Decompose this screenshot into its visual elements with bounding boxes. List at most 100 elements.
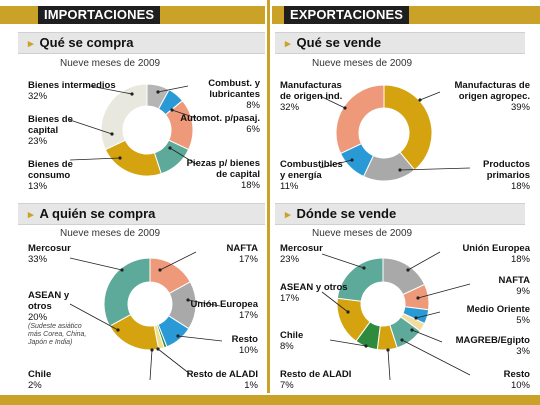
label-manufacturas-ind: Manufacturas de origen ind. 32%: [280, 80, 350, 113]
label-bienes-intermedios: Bienes intermedios 32%: [28, 80, 116, 102]
label-resto-exp-value: 10%: [510, 380, 530, 391]
label-productos-primarios-value: 18%: [510, 181, 530, 192]
label-union-europea-exp: Unión Europea 18%: [440, 243, 530, 265]
label-resto-aladi-exp: Resto de ALADI 7%: [280, 369, 351, 391]
leader-dot-2-1: [186, 298, 190, 302]
donde-se-vende-title-bar: Dónde se vende: [275, 203, 525, 225]
label-mercosur-imp-value: 33%: [28, 254, 48, 265]
label-manufacturas-ind-name: Manufacturas de origen ind.: [280, 80, 343, 102]
label-magreb-exp-value: 3%: [516, 346, 530, 357]
label-union-europea-imp: Unión Europea 17%: [180, 299, 258, 321]
pie-slice-2-6: [103, 257, 151, 327]
label-mercosur-exp-value: 23%: [280, 254, 300, 265]
leader-dot-1-1: [398, 168, 402, 172]
label-nafta-exp-name: NAFTA: [498, 275, 530, 286]
que-se-vende-period: Nueve meses de 2009: [312, 58, 413, 69]
label-bienes-intermedios-name: Bienes intermedios: [28, 80, 116, 91]
leader-line-0-5: [89, 85, 133, 95]
leader-dot-0-0: [156, 90, 160, 94]
label-manufacturas-agropec: Manufacturas de origen agropec. 39%: [438, 80, 531, 113]
leader-dot-0-1: [170, 108, 174, 112]
leader-dot-0-3: [118, 156, 122, 160]
leader-dot-3-7: [346, 310, 350, 314]
leader-line-3-3: [411, 329, 443, 343]
label-resto-aladi-imp-value: 1%: [244, 380, 258, 391]
exportaciones-header: EXPORTACIONES: [272, 6, 540, 24]
label-chile-exp-name: Chile: [280, 330, 304, 341]
label-piezas-bienes-capital: Piezas p/ bienes de capital 18%: [180, 158, 260, 191]
label-chile-imp: Chile 2%: [28, 369, 51, 391]
leader-line-1-3: [319, 95, 346, 109]
label-manufacturas-agropec-value: 39%: [510, 102, 530, 113]
label-medio-oriente-exp-name: Medio Oriente: [466, 304, 530, 315]
label-asean-imp: ASEAN y otros 20% (Sudeste asiático más …: [28, 290, 94, 347]
que-se-vende-title: Qué se vende: [285, 33, 382, 53]
leader-line-2-3: [157, 348, 191, 375]
leader-dot-3-6: [364, 344, 368, 348]
leader-line-3-7: [321, 291, 349, 313]
leader-line-0-1: [171, 109, 197, 119]
label-bienes-de-capital-name: Bienes de capital: [28, 114, 73, 136]
pie-slice-1-0: [383, 84, 433, 171]
label-automot-pasaj: Automot. p/pasaj. 6%: [170, 113, 260, 135]
leader-dot-2-5: [116, 328, 120, 332]
leader-dot-0-5: [130, 92, 134, 96]
leader-dot-1-2: [350, 158, 354, 162]
que-se-compra-title-bar: Qué se compra: [18, 32, 265, 54]
label-asean-imp-note: (Sudeste asiático más Corea, China, Japó…: [28, 323, 87, 346]
leader-dot-2-4: [150, 348, 154, 352]
label-bienes-de-consumo-name: Bienes de consumo: [28, 159, 73, 181]
label-resto-imp-value: 10%: [238, 345, 258, 356]
label-mercosur-exp: Mercosur 23%: [280, 243, 323, 265]
label-union-europea-exp-value: 18%: [510, 254, 530, 265]
leader-dot-3-0: [406, 268, 410, 272]
label-medio-oriente-exp: Medio Oriente 5%: [440, 304, 530, 326]
leader-dot-0-2: [168, 146, 172, 150]
label-bienes-de-consumo-value: 13%: [28, 181, 48, 192]
leader-dot-3-8: [362, 266, 366, 270]
label-asean-imp-name: ASEAN y otros: [28, 290, 70, 312]
label-nafta-imp-name: NAFTA: [226, 243, 258, 254]
leader-line-2-2: [177, 335, 223, 342]
donde-se-vende-title: Dónde se vende: [285, 204, 397, 224]
label-combustibles-energia: Combustibles y energía 11%: [280, 159, 350, 192]
label-magreb-exp-name: MAGREB/Egipto: [455, 335, 530, 346]
leader-line-2-1: [187, 299, 221, 307]
label-resto-exp: Resto 10%: [470, 369, 530, 391]
leader-line-3-5: [387, 349, 391, 381]
leader-dot-3-1: [416, 296, 420, 300]
label-resto-imp-name: Resto: [231, 334, 258, 345]
leader-dot-2-3: [156, 347, 160, 351]
label-resto-aladi-imp-name: Resto de ALADI: [186, 369, 258, 380]
exportaciones-title: EXPORTACIONES: [284, 6, 410, 24]
leader-dot-3-2: [414, 316, 418, 320]
label-union-europea-exp-name: Unión Europea: [462, 243, 530, 254]
leader-line-3-0: [407, 251, 441, 271]
leader-line-3-6: [329, 339, 367, 347]
label-bienes-de-capital: Bienes de capital 23%: [28, 114, 88, 147]
label-combustibles-energia-name: Combustibles y energía: [280, 159, 343, 181]
label-chile-exp: Chile 8%: [280, 330, 303, 352]
leader-line-1-2: [319, 159, 353, 169]
label-nafta-imp: NAFTA 17%: [200, 243, 258, 265]
label-chile-imp-name: Chile: [28, 369, 52, 380]
label-manufacturas-ind-value: 32%: [280, 102, 300, 113]
label-bienes-de-consumo: Bienes de consumo 13%: [28, 159, 88, 192]
que-se-vende-title-bar: Qué se vende: [275, 32, 525, 54]
label-resto-aladi-imp: Resto de ALADI 1%: [178, 369, 258, 391]
label-chile-exp-value: 8%: [280, 341, 294, 352]
label-productos-primarios: Productos primarios 18%: [458, 159, 530, 192]
label-manufacturas-agropec-name: Manufacturas de origen agropec.: [454, 80, 531, 102]
label-mercosur-imp-name: Mercosur: [28, 243, 71, 254]
leader-dot-2-0: [158, 268, 162, 272]
label-combust-lubricantes-name: Combust. y lubricantes: [208, 78, 260, 100]
importaciones-header: IMPORTACIONES: [0, 6, 265, 24]
leader-line-3-4: [401, 339, 471, 376]
label-union-europea-imp-name: Unión Europea: [190, 299, 258, 310]
importaciones-title: IMPORTACIONES: [38, 6, 161, 24]
leader-line-2-5: [69, 303, 119, 331]
label-productos-primarios-name: Productos primarios: [483, 159, 530, 181]
a-quien-se-compra-title-bar: A quién se compra: [18, 203, 265, 225]
leader-dot-1-0: [418, 98, 422, 102]
